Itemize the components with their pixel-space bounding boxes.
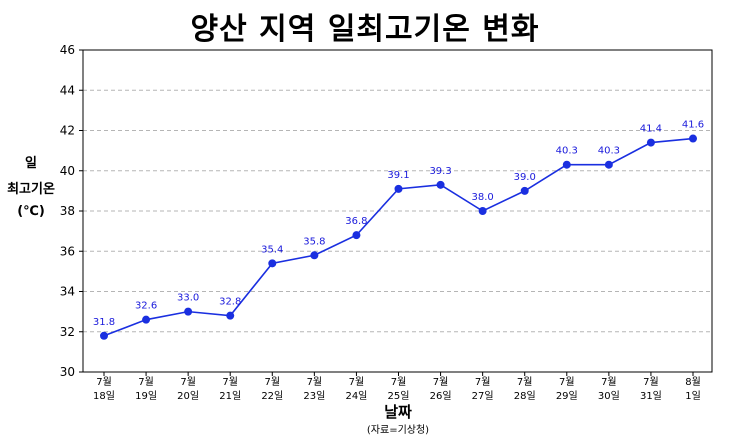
x-tick-label-month: 7월 — [349, 376, 365, 388]
x-tick-label-day: 27일 — [472, 390, 494, 400]
data-label: 38.0 — [472, 192, 494, 203]
y-axis-label-line-2: 최고기온 — [7, 182, 55, 197]
y-tick-label: 36 — [60, 244, 75, 258]
data-label: 41.4 — [640, 124, 662, 135]
x-tick-label-day: 21일 — [219, 390, 241, 400]
y-tick-label: 44 — [60, 83, 75, 97]
chart-title: 양산 지역 일최고기온 변화 — [190, 12, 540, 47]
y-tick-label: 46 — [60, 43, 75, 57]
data-label: 41.6 — [682, 120, 704, 131]
data-point — [226, 311, 235, 320]
data-label: 31.8 — [93, 317, 115, 328]
data-point — [604, 160, 613, 169]
data-label: 32.8 — [219, 297, 241, 308]
line-chart: 30 32 34 36 38 40 42 44 46 7월 18일 7월 19일 7월 20일 7월 21일 7월… — [60, 43, 713, 400]
data-point — [478, 207, 487, 215]
x-tick-label-month: 7월 — [265, 376, 281, 388]
x-tick-label-day: 22일 — [261, 390, 283, 400]
x-tick-label-day: 1일 — [685, 390, 701, 400]
x-tick-label-month: 7월 — [559, 376, 575, 388]
y-axis-label-line-3: (℃) — [17, 204, 45, 219]
x-tick-label-month: 7월 — [307, 376, 323, 388]
data-label: 32.6 — [135, 301, 157, 312]
data-label: 39.0 — [514, 172, 536, 183]
x-tick-label-month: 7월 — [643, 376, 659, 388]
y-tick-label: 32 — [60, 325, 75, 339]
data-point — [310, 251, 319, 260]
x-tick-label-day: 20일 — [177, 390, 199, 400]
x-tick-label-month: 7월 — [391, 376, 407, 388]
x-tick-label-month: 7월 — [475, 376, 491, 388]
x-tick-label-month: 7월 — [517, 376, 533, 388]
x-tick-label-month: 7월 — [222, 376, 238, 388]
x-tick-label-day: 28일 — [514, 390, 536, 400]
data-point — [142, 315, 151, 324]
data-label: 36.8 — [345, 216, 367, 227]
data-point — [268, 259, 277, 268]
data-label: 33.0 — [177, 293, 199, 304]
data-label: 35.4 — [261, 244, 283, 255]
y-tick-label: 34 — [60, 285, 75, 299]
data-label: 39.1 — [387, 170, 409, 181]
x-tick-label-day: 18일 — [93, 390, 115, 400]
data-label: 40.3 — [556, 146, 578, 157]
data-point — [436, 180, 445, 189]
x-tick-label-month: 7월 — [601, 376, 617, 388]
x-tick-label-day: 26일 — [430, 390, 452, 400]
data-point — [646, 138, 655, 147]
x-tick-label-day: 29일 — [556, 390, 578, 400]
data-point — [394, 184, 403, 193]
x-tick-label-day: 30일 — [598, 390, 620, 400]
data-label: 39.3 — [429, 166, 451, 177]
x-tick-label-month: 7월 — [138, 376, 154, 388]
data-point — [352, 231, 361, 240]
x-tick-label-day: 31일 — [640, 390, 662, 400]
x-tick-label-day: 25일 — [388, 390, 410, 400]
x-tick-label-month: 8월 — [685, 376, 701, 388]
data-label: 40.3 — [598, 146, 620, 157]
y-tick-label: 30 — [60, 365, 75, 379]
data-point — [689, 134, 697, 143]
x-tick-label-day: 23일 — [303, 390, 325, 400]
y-tick-label: 40 — [60, 164, 75, 178]
y-tick-label: 42 — [60, 124, 75, 138]
x-tick-label-month: 7월 — [433, 376, 449, 388]
x-tick-label-month: 7월 — [180, 376, 196, 388]
data-point — [562, 160, 571, 169]
y-tick-label: 38 — [60, 204, 75, 218]
x-axis-label: 날짜 — [384, 403, 412, 421]
data-point — [184, 307, 193, 316]
data-point — [520, 186, 529, 195]
source-note: (자료=기상청) — [366, 425, 430, 436]
x-tick-label-day: 19일 — [135, 390, 157, 400]
series-line — [103, 137, 694, 337]
x-tick-label-month: 7월 — [96, 376, 112, 388]
data-point — [100, 331, 108, 340]
y-axis-label-line-1: 일 — [25, 156, 37, 171]
data-label: 35.8 — [303, 236, 325, 247]
x-tick-label-day: 24일 — [345, 390, 367, 400]
